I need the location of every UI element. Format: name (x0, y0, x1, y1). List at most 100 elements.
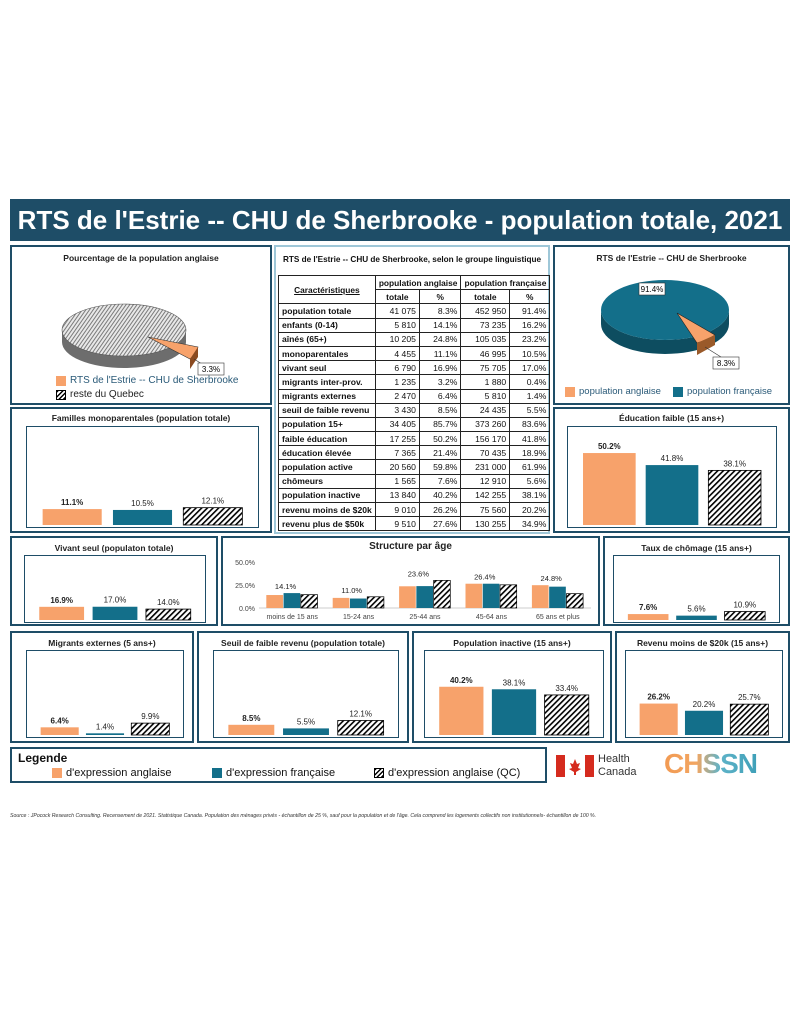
pie-anglaise-label: 3.3% (202, 365, 220, 374)
pie-comparison-title: RTS de l'Estrie -- CHU de Sherbrooke (596, 253, 747, 263)
page-title: RTS de l'Estrie -- CHU de Sherbrooke - p… (10, 199, 790, 241)
data-label: 26.2% (647, 693, 670, 702)
table-cell: 142 255 (460, 487, 511, 504)
legend-francaise: d'expression française (212, 767, 335, 779)
bar-francaise (349, 598, 367, 608)
pie-anglaise-legend-2: reste du Quebec (56, 389, 144, 400)
pie-anglaise-label: 8.3% (717, 359, 735, 368)
orange-swatch-icon (565, 386, 575, 397)
data-label: 14.1% (275, 582, 297, 591)
table-cell: 91.4% (509, 303, 551, 319)
pie-comparison-panel: RTS de l'Estrie -- CHU de Sherbrooke 8.3… (553, 245, 790, 405)
table-cell: 5.6% (509, 473, 551, 489)
seuil-title: Seuil de faible revenu (population total… (221, 638, 385, 648)
table-caption: RTS de l'Estrie -- CHU de Sherbrooke, se… (282, 255, 542, 264)
sub-header-pct-ang: % (418, 289, 462, 305)
table-cell: 231 000 (460, 459, 511, 475)
bar-francaise (283, 593, 301, 608)
bar-anglaise (639, 703, 678, 735)
sub-header-total-ang: totale (374, 289, 420, 305)
row-label: migrants inter-prov. (278, 374, 376, 390)
data-label: 1.4% (96, 722, 114, 731)
data-label: 41.8% (661, 454, 684, 463)
source-note: Source : JPocock Research Consulting. Re… (10, 813, 597, 819)
table-cell: 5 810 (460, 388, 511, 404)
table-cell: 24.8% (418, 331, 462, 347)
pie-comparison-legend-1: population anglaise (565, 386, 661, 397)
chomage-title: Taux de chômage (15 ans+) (641, 543, 752, 553)
pie-anglaise-title: Pourcentage de la population anglaise (63, 253, 219, 263)
data-label: 6.4% (51, 716, 69, 725)
data-label: 7.6% (639, 603, 657, 612)
bar-qc (145, 608, 192, 621)
table-cell: 452 950 (460, 303, 511, 319)
age-structure-panel: Structure par âge 50.0% 25.0% 0.0% 14.1% moi… (221, 536, 600, 626)
bar-qc (182, 507, 243, 526)
blue-swatch-icon (212, 768, 222, 778)
table-cell: 75 560 (460, 501, 511, 518)
row-label: population totale (278, 303, 376, 319)
orange-swatch-icon (56, 375, 66, 386)
bar-anglaise (228, 724, 275, 735)
row-label: enfants (0-14) (278, 317, 376, 333)
table-cell: 59.8% (418, 459, 462, 475)
table-row: faible éducation 17 255 50.2% 156 170 41.8% (278, 431, 551, 447)
bar-francaise (482, 583, 500, 608)
data-label: 38.1% (503, 678, 526, 687)
row-label: revenu moins de $20k (278, 501, 376, 518)
table-cell: 8.5% (418, 402, 462, 418)
bar-qc (366, 596, 385, 609)
table-cell: 4 455 (374, 345, 420, 362)
legend-qc: d'expression anglaise (QC) (374, 767, 520, 779)
row-label: population 15+ (278, 416, 376, 433)
pie-anglaise-panel: Pourcentage de la population anglaise 3.… (10, 245, 272, 405)
bar-qc (566, 593, 584, 609)
canada-flag-icon (556, 755, 594, 777)
table-cell: 5 810 (374, 317, 420, 333)
data-table: Caractéristiques population anglaise pop… (278, 274, 551, 532)
table-cell: 3.2% (418, 374, 462, 390)
table-row: vivant seul 6 790 16.9% 75 705 17.0% (278, 360, 551, 376)
monoparentales-panel: Familles monoparentales (population tota… (10, 407, 272, 533)
table-cell: 7.6% (418, 473, 462, 489)
bar-qc (130, 722, 170, 736)
chomage-panel: Taux de chômage (15 ans+) 7.6% 5.6% 10.9% (603, 536, 790, 626)
bar-qc (433, 580, 451, 609)
table-cell: 21.4% (418, 445, 462, 461)
table-row: aînés (65+) 10 205 24.8% 105 035 23.2% (278, 331, 551, 347)
table-cell: 10 205 (374, 331, 420, 347)
data-label: 11.1% (61, 498, 83, 507)
table-cell: 26.2% (418, 501, 462, 518)
table-cell: 23.2% (509, 331, 551, 347)
data-label: 26.4% (474, 573, 496, 582)
table-row: chômeurs 1 565 7.6% 12 910 5.6% (278, 473, 551, 489)
table-cell: 34 405 (374, 416, 420, 433)
table-cell: 3 430 (374, 402, 420, 418)
table-cell: 17 255 (374, 431, 420, 447)
bar-francaise (92, 606, 138, 620)
sub-header-pct-fr: % (509, 289, 551, 305)
data-label: 5.6% (687, 605, 705, 614)
pie-comparison-chart: 8.3% 91.4% (601, 280, 740, 370)
table-row: migrants externes 2 470 6.4% 5 810 1.4% (278, 388, 551, 404)
table-cell: 373 260 (460, 416, 511, 433)
table-cell: 70 435 (460, 445, 511, 461)
bar-anglaise (399, 586, 416, 608)
table-cell: 12 910 (460, 473, 511, 489)
data-label: 25.7% (738, 693, 761, 702)
inactive-title: Population inactive (15 ans+) (453, 638, 571, 648)
table-cell: 40.2% (418, 487, 462, 504)
migrants-chart: 6.4% 1.4% 9.9% (40, 712, 170, 736)
data-label: 12.1% (201, 497, 224, 506)
table-cell: 1.4% (509, 388, 551, 404)
table-cell: 6.4% (418, 388, 462, 404)
row-label: monoparentales (278, 345, 376, 362)
table-row: population active 20 560 59.8% 231 000 61.9% (278, 459, 551, 475)
bar-qc (724, 611, 766, 621)
chssn-logo: CHSSN (664, 748, 758, 779)
row-label: revenu plus de $50k (278, 516, 376, 532)
inactive-panel: Population inactive (15 ans+) 40.2% 38.1%… (412, 631, 612, 743)
table-cell: 85.7% (418, 416, 462, 433)
legend-title: Legende (18, 751, 68, 765)
table-cell: 10.5% (509, 345, 551, 362)
